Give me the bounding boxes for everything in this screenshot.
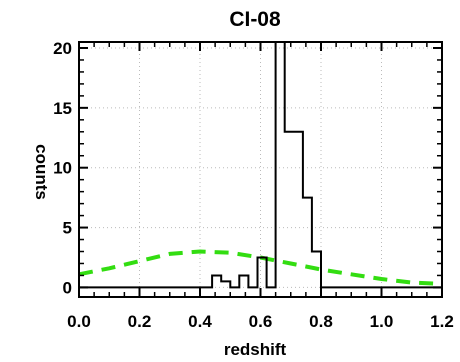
chart-title: CI-08 (229, 8, 281, 31)
y-tick-label: 20 (53, 39, 72, 58)
histogram-layer (78, 41, 442, 289)
x-tick-label: 0.6 (249, 312, 273, 331)
y-tick-label: 0 (63, 278, 72, 297)
histogram-outline (78, 41, 442, 289)
y-axis-label: counts (32, 144, 51, 200)
x-tick-label: 0.8 (309, 312, 333, 331)
x-tick-labels: 0.0 0.2 0.4 0.6 0.8 1.0 1.2 (67, 312, 454, 331)
axis-ticks (78, 42, 443, 297)
x-axis-label: redshift (224, 340, 287, 359)
y-tick-labels: 0 5 10 15 20 (53, 39, 72, 297)
y-tick-label: 15 (53, 99, 72, 118)
x-tick-label: 1.0 (370, 312, 394, 331)
y-tick-label: 5 (63, 219, 72, 238)
x-tick-label: 0.4 (188, 312, 212, 331)
x-tick-label: 0.0 (67, 312, 91, 331)
x-tick-label: 1.2 (430, 312, 454, 331)
y-tick-label: 10 (53, 159, 72, 178)
x-tick-label: 0.2 (128, 312, 152, 331)
